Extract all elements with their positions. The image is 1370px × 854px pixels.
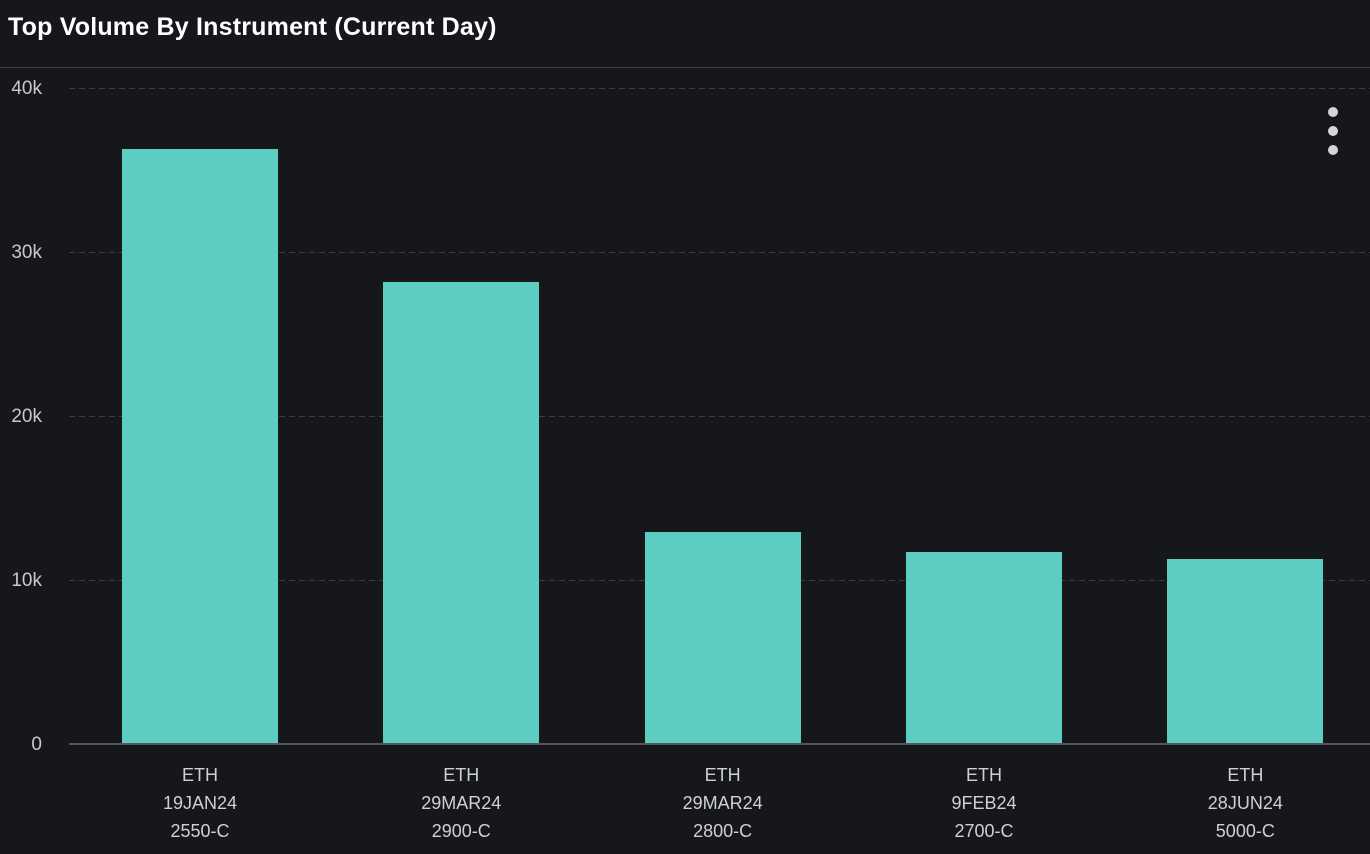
kebab-menu-icon: [1328, 145, 1338, 155]
bar-ETH-29MAR24-2900-C[interactable]: [383, 281, 540, 744]
bar-ETH-19JAN24-2550-C[interactable]: [121, 148, 278, 744]
kebab-menu-icon: [1328, 107, 1338, 117]
x-axis-category-label: ETH 29MAR24 2900-C: [421, 765, 502, 841]
panel-header: Top Volume By Instrument (Current Day): [0, 0, 1370, 67]
x-axis-category-label: ETH 29MAR24 2800-C: [682, 765, 763, 841]
kebab-menu-icon: [1328, 126, 1338, 136]
panel-title: Top Volume By Instrument (Current Day): [8, 13, 497, 41]
y-axis-tick-label: 40k: [11, 77, 42, 99]
gridline: [69, 415, 1370, 417]
y-axis-tick-label: 0: [31, 733, 42, 755]
y-axis-tick-label: 10k: [11, 569, 42, 591]
bar-ETH-9FEB24-2700-C[interactable]: [905, 552, 1062, 744]
bar-ETH-29MAR24-2800-C[interactable]: [644, 532, 801, 744]
header-divider: [0, 67, 1370, 68]
y-axis-tick-label: 20k: [11, 405, 42, 427]
panel-menu-button[interactable]: [1318, 100, 1348, 162]
bar-ETH-28JUN24-5000-C[interactable]: [1167, 558, 1324, 744]
gridline: [69, 251, 1370, 253]
x-axis-baseline: [69, 743, 1370, 745]
y-axis-tick-label: 30k: [11, 241, 42, 263]
gridline: [69, 87, 1370, 89]
x-axis-category-label: ETH 9FEB24 2700-C: [951, 765, 1017, 841]
x-axis-category-label: ETH 19JAN24 2550-C: [162, 765, 237, 841]
x-axis-category-label: ETH 28JUN24 5000-C: [1207, 765, 1283, 841]
